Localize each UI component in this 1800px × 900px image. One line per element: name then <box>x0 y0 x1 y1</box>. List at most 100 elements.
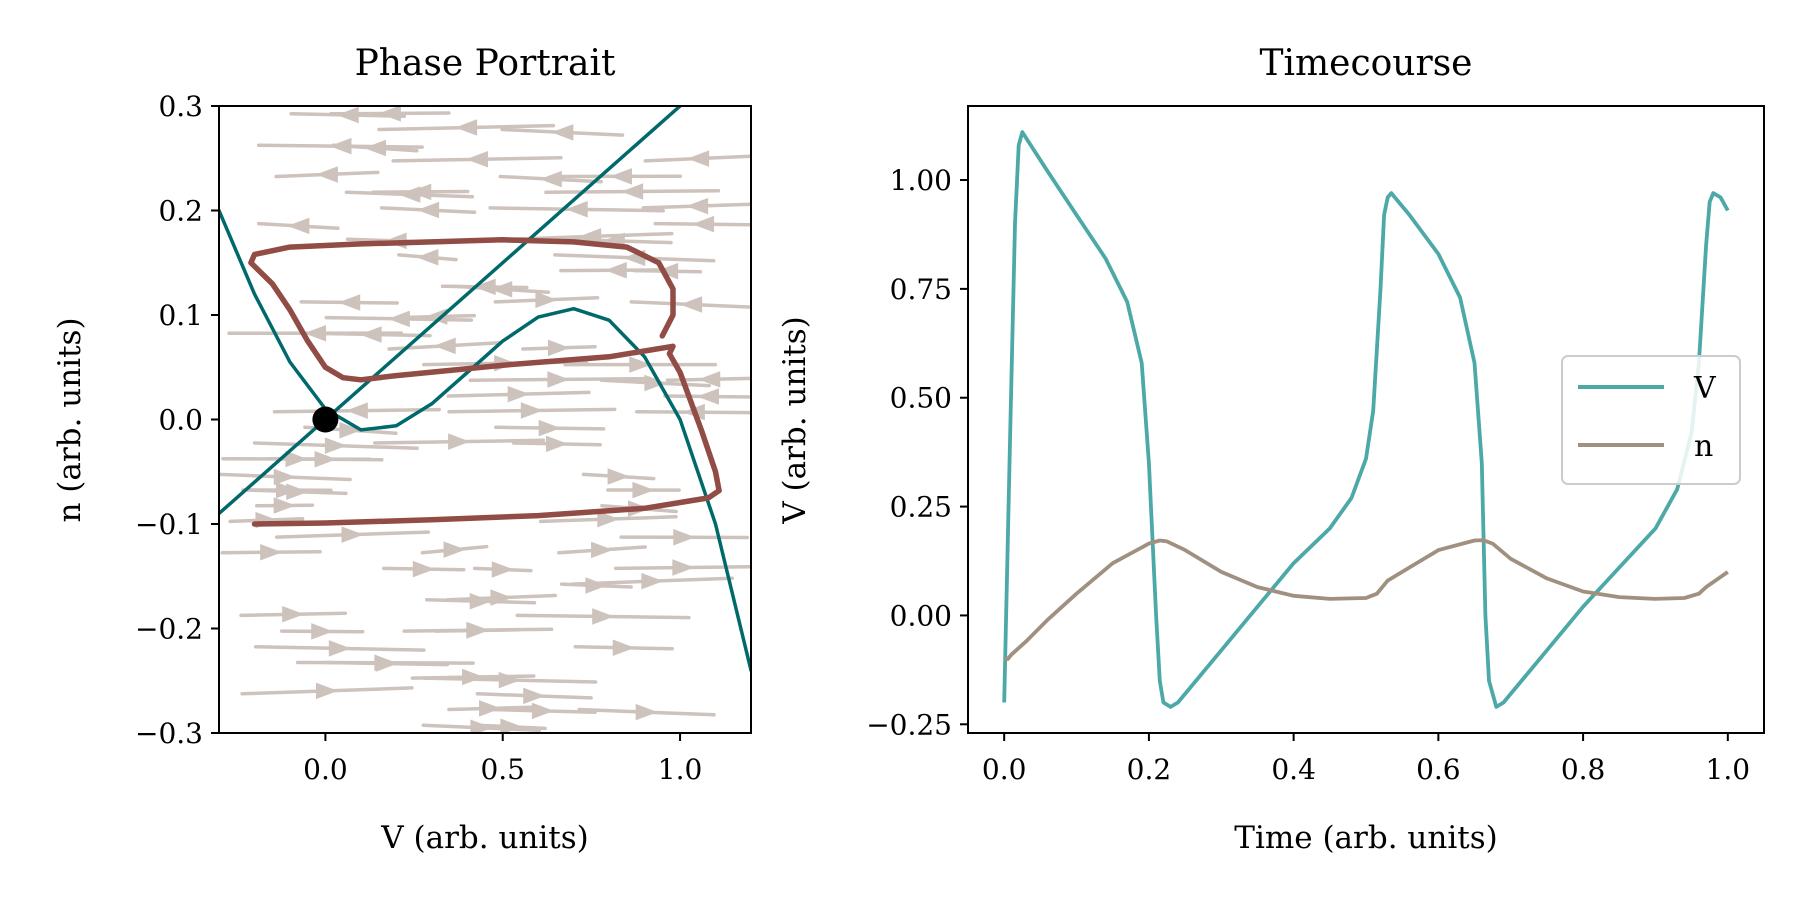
streamline-arrow <box>585 577 608 594</box>
streamline-arrow <box>345 402 368 419</box>
streamline-arrow <box>282 606 305 623</box>
streamline-arrow <box>687 150 710 167</box>
streamline-arrow <box>538 419 561 437</box>
v-nullcline-line <box>219 208 751 673</box>
streamline-arrow <box>469 592 492 610</box>
phase-portrait-xtick-label: 1.0 <box>658 753 703 786</box>
streamline-arrow <box>328 640 351 657</box>
streamline-arrow <box>387 310 410 328</box>
streamline-arrow <box>375 655 398 672</box>
phase-portrait-y-ticks: −0.3 −0.2 −0.1 0.0 0.1 0.2 0.3 <box>135 90 219 750</box>
streamline-arrow <box>409 183 432 201</box>
timecourse-xtick-label: 0.8 <box>1561 753 1606 786</box>
phase-portrait-plot-area <box>219 106 751 673</box>
streamplot-background <box>219 106 751 733</box>
phase-portrait-ytick-label: −0.3 <box>135 717 203 750</box>
streamline-arrow <box>547 371 570 388</box>
streamline-arrow <box>597 510 620 528</box>
series-n-line <box>1004 538 1729 661</box>
streamline-arrow <box>673 529 696 546</box>
streamline-arrow <box>416 248 439 266</box>
timecourse-ytick-label: 0.50 <box>890 382 952 415</box>
streamline-arrow <box>455 119 478 136</box>
streamline-arrow <box>341 526 364 543</box>
streamline-arrow <box>433 337 456 355</box>
streamline-arrow <box>479 700 502 717</box>
phase-portrait-ylabel: n (arb. units) <box>52 317 88 522</box>
streamline-arrow <box>531 702 554 720</box>
timecourse-xlabel: Time (arb. units) <box>1234 820 1497 856</box>
streamline-arrow <box>498 671 521 689</box>
timecourse-ytick-label: 0.75 <box>890 273 952 306</box>
streamline-arrow <box>612 639 635 656</box>
streamline-arrow <box>311 623 334 640</box>
streamline-arrow <box>539 170 562 188</box>
streamline-arrow <box>285 450 308 468</box>
timecourse-plot-area <box>1002 130 1730 709</box>
phase-portrait-xtick-label: 0.5 <box>480 753 525 786</box>
streamline-arrow <box>523 687 546 705</box>
streamline-arrow <box>621 183 644 200</box>
streamline-arrow <box>641 572 664 590</box>
streamline-arrow <box>466 151 489 168</box>
streamline-arrow <box>635 703 658 721</box>
phase-portrait-xlabel: V (arb. units) <box>380 820 589 856</box>
streamline-arrow <box>644 374 667 392</box>
streamline-arrow <box>315 682 338 700</box>
series-v-line <box>1002 130 1730 709</box>
streamline-arrow <box>686 197 709 215</box>
streamline-arrow <box>632 481 655 499</box>
streamline-arrow <box>443 541 466 558</box>
streamline-arrow <box>607 468 630 485</box>
legend-label-v: V <box>1693 371 1717 406</box>
streamline-arrow <box>491 561 514 578</box>
streamline-arrow <box>339 422 362 439</box>
streamline-arrow <box>672 559 695 576</box>
fixed-point-marker <box>312 406 339 433</box>
streamline-arrow <box>273 497 296 514</box>
streamline-arrow <box>507 385 530 403</box>
streamline-arrow <box>324 437 347 454</box>
phase-portrait-x-ticks: 0.0 0.5 1.0 <box>303 733 702 786</box>
trajectory-line <box>248 237 722 527</box>
streamline-arrow <box>412 560 435 578</box>
streamline-arrow <box>520 402 543 419</box>
streamline-arrow <box>604 262 627 279</box>
streamline-arrow <box>466 621 489 639</box>
timecourse-ytick-label: −0.25 <box>866 708 952 741</box>
streamline-arrow <box>490 280 513 298</box>
phase-portrait-ytick-label: −0.1 <box>135 508 203 541</box>
timecourse-ylabel: V (arb. units) <box>777 316 813 525</box>
streamline-arrow <box>692 215 715 233</box>
phase-portrait-title: Phase Portrait <box>355 43 616 84</box>
phase-portrait-ytick-label: 0.1 <box>158 299 203 332</box>
streamline-arrow <box>656 262 679 280</box>
streamline-arrow <box>592 608 615 625</box>
timecourse-ytick-label: 0.00 <box>890 599 952 632</box>
phase-portrait-ytick-label: 0.3 <box>158 90 203 123</box>
streamline-arrow <box>696 388 719 405</box>
n-nullcline-line <box>219 106 682 516</box>
streamline-arrow <box>286 483 309 500</box>
timecourse-legend: V n <box>1561 355 1741 485</box>
phase-portrait-xtick-label: 0.0 <box>303 753 348 786</box>
timecourse-ytick-label: 1.00 <box>890 164 952 197</box>
streamline-arrow <box>698 371 721 388</box>
timecourse-title: Timecourse <box>1260 43 1473 84</box>
streamline-arrow <box>591 541 614 559</box>
phase-portrait-frame <box>218 105 752 734</box>
streamline-arrow <box>629 356 652 373</box>
streamline-arrow <box>470 719 493 733</box>
timecourse-panel: Timecourse 0.0 0.2 0.4 0.6 0.8 1.0 −0.25 0.00 0… <box>777 43 1765 856</box>
phase-portrait-panel: Phase Portrait 0.0 0.5 1.0 −0.3 −0.2 −0.1 0.0… <box>52 43 752 856</box>
streamline-arrow <box>304 324 327 342</box>
timecourse-frame <box>967 105 1765 734</box>
timecourse-ytick-label: 0.25 <box>890 491 952 524</box>
streamline-arrow <box>565 201 588 218</box>
streamline-arrow <box>338 294 361 311</box>
streamline-arrow <box>315 166 338 183</box>
streamline-arrow <box>547 339 570 357</box>
streamline-arrow <box>545 435 568 453</box>
streamline-arrow <box>287 217 310 235</box>
